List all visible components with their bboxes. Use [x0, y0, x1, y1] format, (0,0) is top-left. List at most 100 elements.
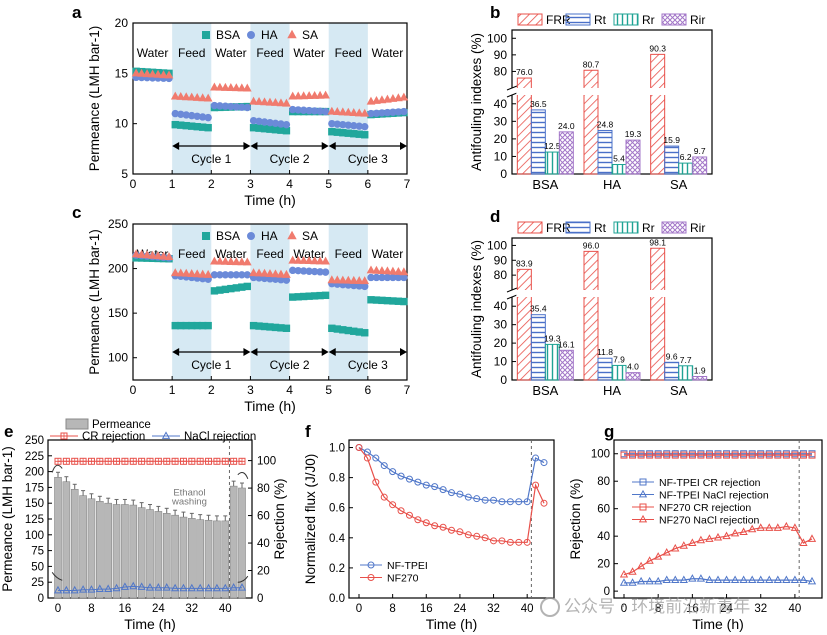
data-point-SA — [153, 69, 163, 78]
y-tick-label: 175 — [25, 482, 44, 494]
nacl-rejection-point — [95, 584, 104, 592]
data-point-SA — [137, 68, 146, 77]
legend-marker — [202, 31, 210, 39]
nacl-rejection-point — [237, 583, 247, 591]
bar-Rir — [625, 372, 641, 381]
bar-break-gap — [649, 290, 666, 297]
data-point-SA — [159, 70, 168, 79]
y-tick-label: 20 — [494, 132, 508, 146]
data-point-3 — [688, 538, 697, 546]
data-point-3 — [730, 528, 740, 537]
data-point-BSA — [321, 291, 330, 300]
data-point-1 — [498, 537, 506, 545]
watermark: 公众号 · 环境前沿新青年 — [540, 592, 750, 617]
annotation-line1: Ethanol — [173, 488, 205, 499]
data-point-SA — [360, 108, 370, 117]
legend-label: CR rejection — [82, 431, 145, 443]
data-point-1 — [722, 575, 731, 584]
y-tick-label: 0.0 — [329, 593, 345, 605]
x-tick-label: 6 — [365, 383, 372, 397]
phase-label: Water — [372, 247, 404, 261]
y-tick-label: 40 — [494, 97, 508, 111]
y-axis-label: Antifouling indexes (%) — [469, 240, 484, 378]
bar-break-gap — [583, 88, 599, 95]
legend-marker — [639, 478, 647, 486]
x-tick-label: 2 — [208, 177, 215, 191]
x-tick-label: 1 — [169, 383, 176, 397]
data-point-1 — [464, 531, 472, 539]
y-tick-label: 20 — [597, 559, 610, 571]
data-point-SA — [170, 268, 180, 277]
data-point-0 — [490, 496, 498, 504]
panel-letter-a: a — [72, 3, 82, 22]
bar-value-label: 15.9 — [663, 135, 680, 145]
axis-break-mark — [506, 85, 518, 91]
bar-value-label: 19.3 — [625, 129, 642, 139]
data-point-SA — [282, 98, 291, 107]
y-tick-label: 225 — [25, 451, 44, 463]
data-point-SA — [181, 268, 191, 277]
data-point-SA — [304, 91, 314, 100]
legend-label: Permeance — [92, 419, 151, 431]
data-point-HA — [243, 271, 251, 279]
nacl-rejection-point — [187, 583, 196, 592]
data-point-HA — [204, 113, 212, 122]
nacl-rejection-point — [221, 583, 230, 592]
y-axis-label: Permeance (LMH bar-1) — [87, 26, 102, 172]
y-tick-label: 80 — [597, 476, 610, 488]
data-point-1 — [490, 537, 498, 545]
data-point-SA — [198, 269, 208, 278]
nacl-rejection-point — [129, 581, 138, 590]
data-point-HA — [321, 107, 330, 116]
bar-FRR — [583, 69, 599, 175]
cr-rejection-point-cross — [121, 458, 128, 465]
data-point-2 — [620, 451, 628, 459]
legend-label: SA — [302, 229, 318, 243]
y-tick-label: 100 — [25, 530, 44, 542]
bar-value-label: 7.9 — [613, 354, 625, 364]
bar-value-label: 90.3 — [649, 43, 666, 53]
data-point-HA — [243, 103, 251, 112]
nacl-rejection-point — [62, 585, 71, 594]
data-point-SA — [366, 96, 376, 105]
data-point-SA — [164, 70, 174, 79]
data-point-SA — [249, 268, 258, 277]
nacl-rejection-point — [104, 584, 113, 592]
legend-label: Rr — [642, 221, 655, 235]
y2-tick-label: 0 — [257, 593, 263, 605]
nacl-rejection-point — [179, 583, 188, 592]
legend-swatch-Rt — [565, 13, 591, 26]
bar-Rir — [692, 375, 708, 381]
panel-letter-g: g — [604, 422, 614, 441]
legend-swatch-FRR — [517, 13, 543, 26]
bar-value-label: 98.1 — [649, 237, 666, 247]
data-point-2 — [765, 451, 773, 459]
nacl-rejection-point — [112, 583, 121, 592]
data-point-SA — [293, 255, 303, 264]
data-point-SA — [265, 269, 275, 277]
legend-marker — [247, 232, 255, 240]
data-point-3 — [679, 541, 688, 549]
data-point-SA — [321, 90, 330, 99]
data-point-SA — [399, 267, 409, 276]
y-tick-label: 25 — [31, 577, 44, 589]
nacl-rejection-point — [78, 585, 88, 593]
bar-value-label: 4.0 — [627, 362, 639, 372]
y-tick-label: 50 — [31, 561, 44, 573]
data-point-1 — [473, 532, 481, 540]
cycle-arrowhead — [172, 348, 180, 356]
category-label: SA — [670, 383, 688, 398]
bar-value-label: 16.1 — [558, 339, 575, 349]
data-point-SA — [237, 83, 247, 92]
y-tick-label: 0 — [500, 373, 507, 387]
panel-letter-d: d — [490, 207, 500, 226]
nacl-rejection-point — [204, 583, 213, 592]
data-point-0 — [389, 468, 397, 476]
y-tick-label: 150 — [108, 306, 128, 320]
phase-label: Water — [372, 46, 404, 60]
bar-Rir — [692, 156, 708, 175]
legend-swatch-Rr — [613, 221, 639, 234]
nacl-rejection-point — [229, 583, 238, 591]
data-point-SA — [221, 256, 230, 265]
bar-value-label: 7.7 — [680, 355, 692, 365]
